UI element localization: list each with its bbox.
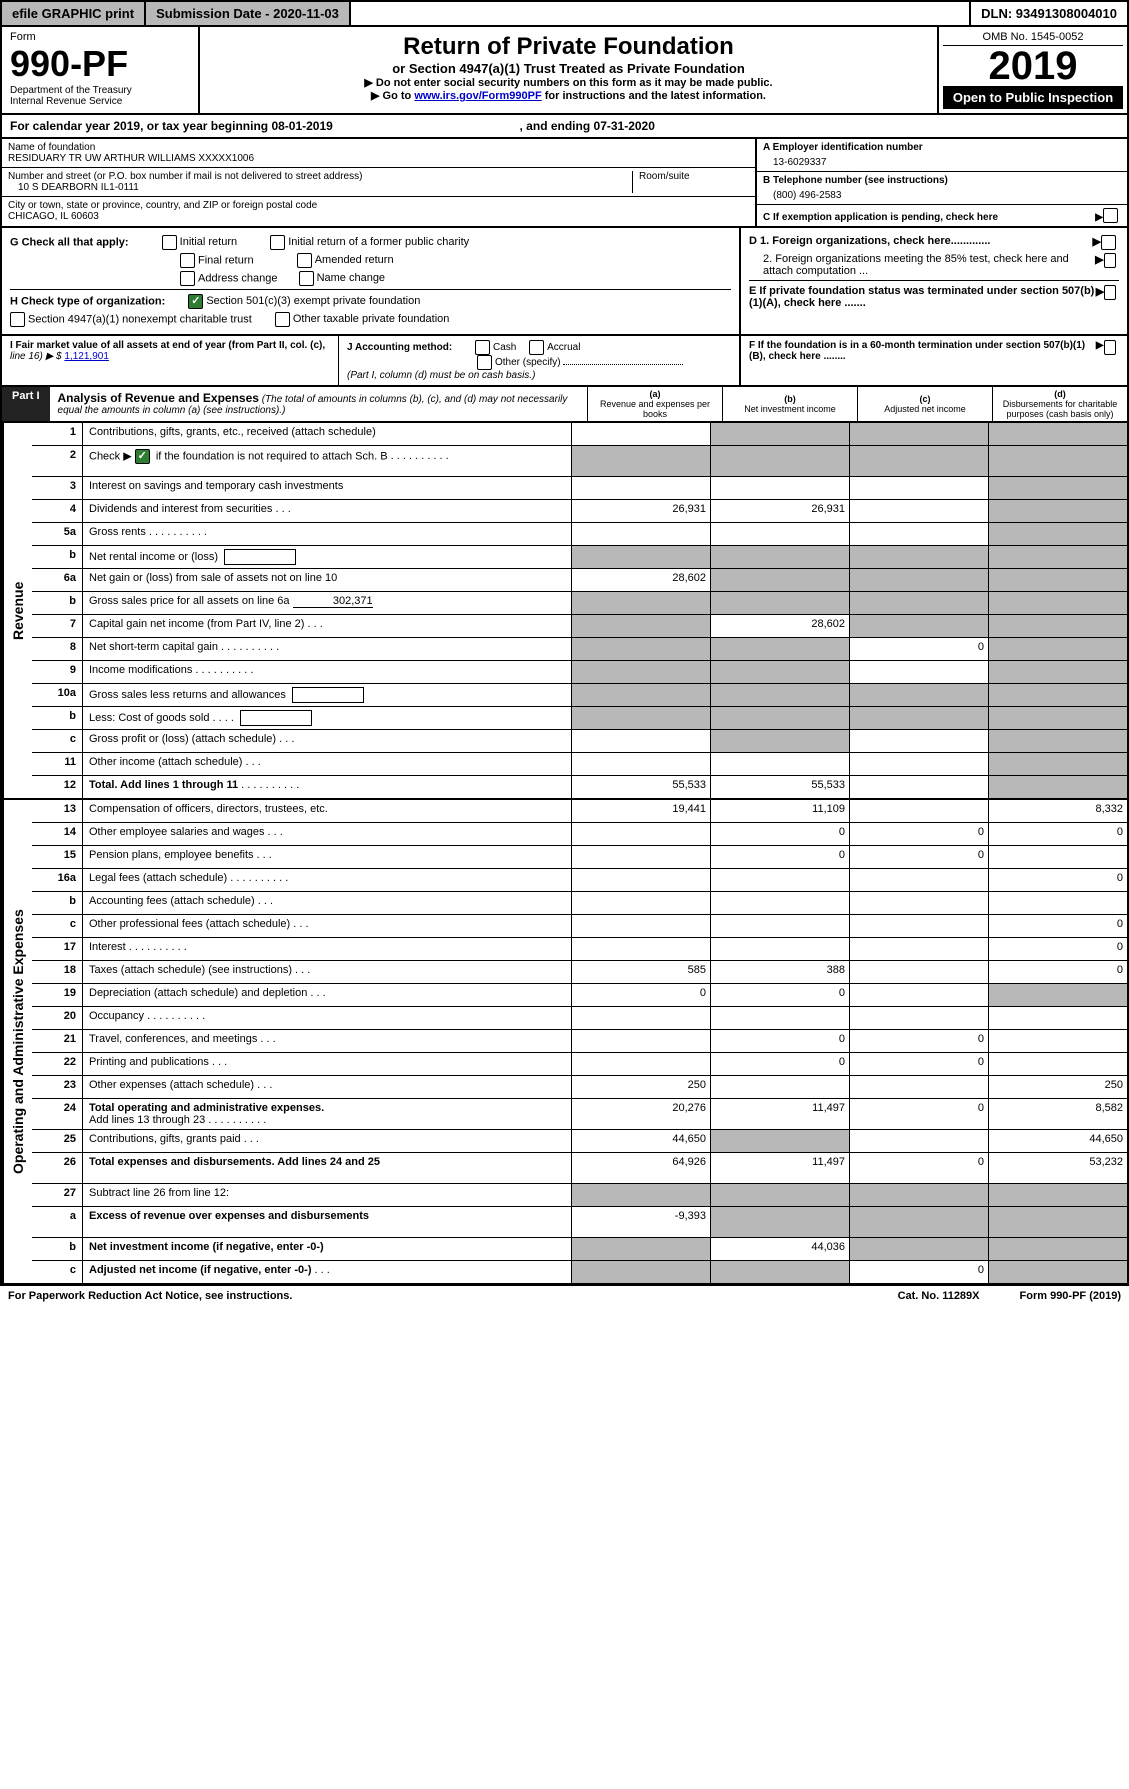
telephone-cell: B Telephone number (see instructions) (8… [757,172,1127,205]
form-year-block: OMB No. 1545-0052 2019 Open to Public In… [937,27,1127,113]
line-10c-desc: Gross profit or (loss) (attach schedule) [83,730,571,752]
line-7-desc: Capital gain net income (from Part IV, l… [83,615,571,637]
line-11-desc: Other income (attach schedule) [83,753,571,775]
line-5a-desc: Gross rents [83,523,571,545]
form-title-block: Return of Private Foundation or Section … [200,27,937,113]
line-16a-desc: Legal fees (attach schedule) [83,869,571,891]
line-17-desc: Interest [83,938,571,960]
amended-return-checkbox[interactable] [297,253,312,268]
initial-former-checkbox[interactable] [270,235,285,250]
line-5b-desc: Net rental income or (loss) [83,546,571,568]
60-month-checkbox[interactable] [1104,340,1116,355]
form-note2: ▶ Go to www.irs.gov/Form990PF for instru… [206,89,931,102]
line-4-desc: Dividends and interest from securities [83,500,571,522]
g-check-row: G Check all that apply: Initial return I… [10,235,731,250]
sch-b-checkbox[interactable] [135,449,150,464]
accounting-method-cell: J Accounting method: Cash Accrual Other … [339,336,739,385]
line-22-desc: Printing and publications [83,1053,571,1075]
address-change-checkbox[interactable] [180,271,195,286]
final-return-checkbox[interactable] [180,253,195,268]
form-id-block: Form 990-PF Department of the Treasury I… [2,27,200,113]
line-16c-desc: Other professional fees (attach schedule… [83,915,571,937]
dln-label: DLN: 93491308004010 [969,2,1127,25]
irs-link[interactable]: www.irs.gov/Form990PF [414,90,541,102]
form-note1: ▶ Do not enter social security numbers o… [206,76,931,89]
name-change-checkbox[interactable] [299,271,314,286]
line-27c-desc: Adjusted net income (if negative, enter … [83,1261,571,1283]
page-footer: For Paperwork Reduction Act Notice, see … [0,1285,1129,1306]
dept-label: Department of the Treasury [10,85,190,96]
line-24-desc: Total operating and administrative expen… [83,1099,571,1129]
line-26-desc: Total expenses and disbursements. Add li… [83,1153,571,1183]
exemption-pending-checkbox[interactable] [1103,208,1118,223]
line-6a-desc: Net gain or (loss) from sale of assets n… [83,569,571,591]
irs-label: Internal Revenue Service [10,96,190,107]
line-27b-desc: Net investment income (if negative, ente… [83,1238,571,1260]
foundation-name-cell: Name of foundation RESIDUARY TR UW ARTHU… [2,139,755,168]
line-27-desc: Subtract line 26 from line 12: [83,1184,571,1206]
col-c-header: (c)Adjusted net income [857,387,992,421]
accrual-checkbox[interactable] [529,340,544,355]
form-label: Form [10,31,190,43]
line-9-desc: Income modifications [83,661,571,683]
status-terminated-checkbox[interactable] [1104,285,1116,300]
other-taxable-checkbox[interactable] [275,312,290,327]
cash-checkbox[interactable] [475,340,490,355]
part1-header: Part I [2,387,50,421]
col-a-header: (a)Revenue and expenses per books [587,387,722,421]
col-b-header: (b)Net investment income [722,387,857,421]
initial-return-checkbox[interactable] [162,235,177,250]
inspection-label: Open to Public Inspection [943,86,1123,109]
line-19-desc: Depreciation (attach schedule) and deple… [83,984,571,1006]
line-21-desc: Travel, conferences, and meetings [83,1030,571,1052]
revenue-side-label: Revenue [2,423,32,798]
efile-print-button[interactable]: efile GRAPHIC print [2,2,146,25]
line-18-desc: Taxes (attach schedule) (see instruction… [83,961,571,983]
line-3-desc: Interest on savings and temporary cash i… [83,477,571,499]
foreign-org-checkbox[interactable] [1101,235,1116,250]
line-13-desc: Compensation of officers, directors, tru… [83,800,571,822]
line-10a-desc: Gross sales less returns and allowances [83,684,571,706]
section-501c3-checkbox[interactable] [188,294,203,309]
line-8-desc: Net short-term capital gain [83,638,571,660]
tax-year: 2019 [943,46,1123,86]
fmv-cell: I Fair market value of all assets at end… [2,336,339,385]
line-16b-desc: Accounting fees (attach schedule) [83,892,571,914]
line-14-desc: Other employee salaries and wages [83,823,571,845]
line-23-desc: Other expenses (attach schedule) [83,1076,571,1098]
line-10b-desc: Less: Cost of goods sold . . . . [83,707,571,729]
calendar-year-row: For calendar year 2019, or tax year begi… [0,115,1129,139]
other-method-checkbox[interactable] [477,355,492,370]
city-cell: City or town, state or province, country… [2,197,755,225]
line-15-desc: Pension plans, employee benefits [83,846,571,868]
expenses-side-label: Operating and Administrative Expenses [2,800,32,1283]
section-4947-checkbox[interactable] [10,312,25,327]
ein-cell: A Employer identification number 13-6029… [757,139,1127,172]
submission-date-button[interactable]: Submission Date - 2020-11-03 [146,2,351,25]
line-2-desc: Check ▶ if the foundation is not require… [83,446,571,476]
line-25-desc: Contributions, gifts, grants paid [83,1130,571,1152]
form-subtitle: or Section 4947(a)(1) Trust Treated as P… [206,61,931,76]
line-20-desc: Occupancy [83,1007,571,1029]
col-d-header: (d)Disbursements for charitable purposes… [992,387,1127,421]
form-title: Return of Private Foundation [206,33,931,61]
line-6b-desc: Gross sales price for all assets on line… [83,592,571,614]
line-1-desc: Contributions, gifts, grants, etc., rece… [83,423,571,445]
line-27a-desc: Excess of revenue over expenses and disb… [83,1207,571,1237]
line-12-desc: Total. Add lines 1 through 11 [83,776,571,798]
form-number: 990-PF [10,43,190,85]
exemption-pending-cell: C If exemption application is pending, c… [757,205,1127,226]
foreign-85-checkbox[interactable] [1104,253,1116,268]
address-cell: Number and street (or P.O. box number if… [2,168,755,197]
